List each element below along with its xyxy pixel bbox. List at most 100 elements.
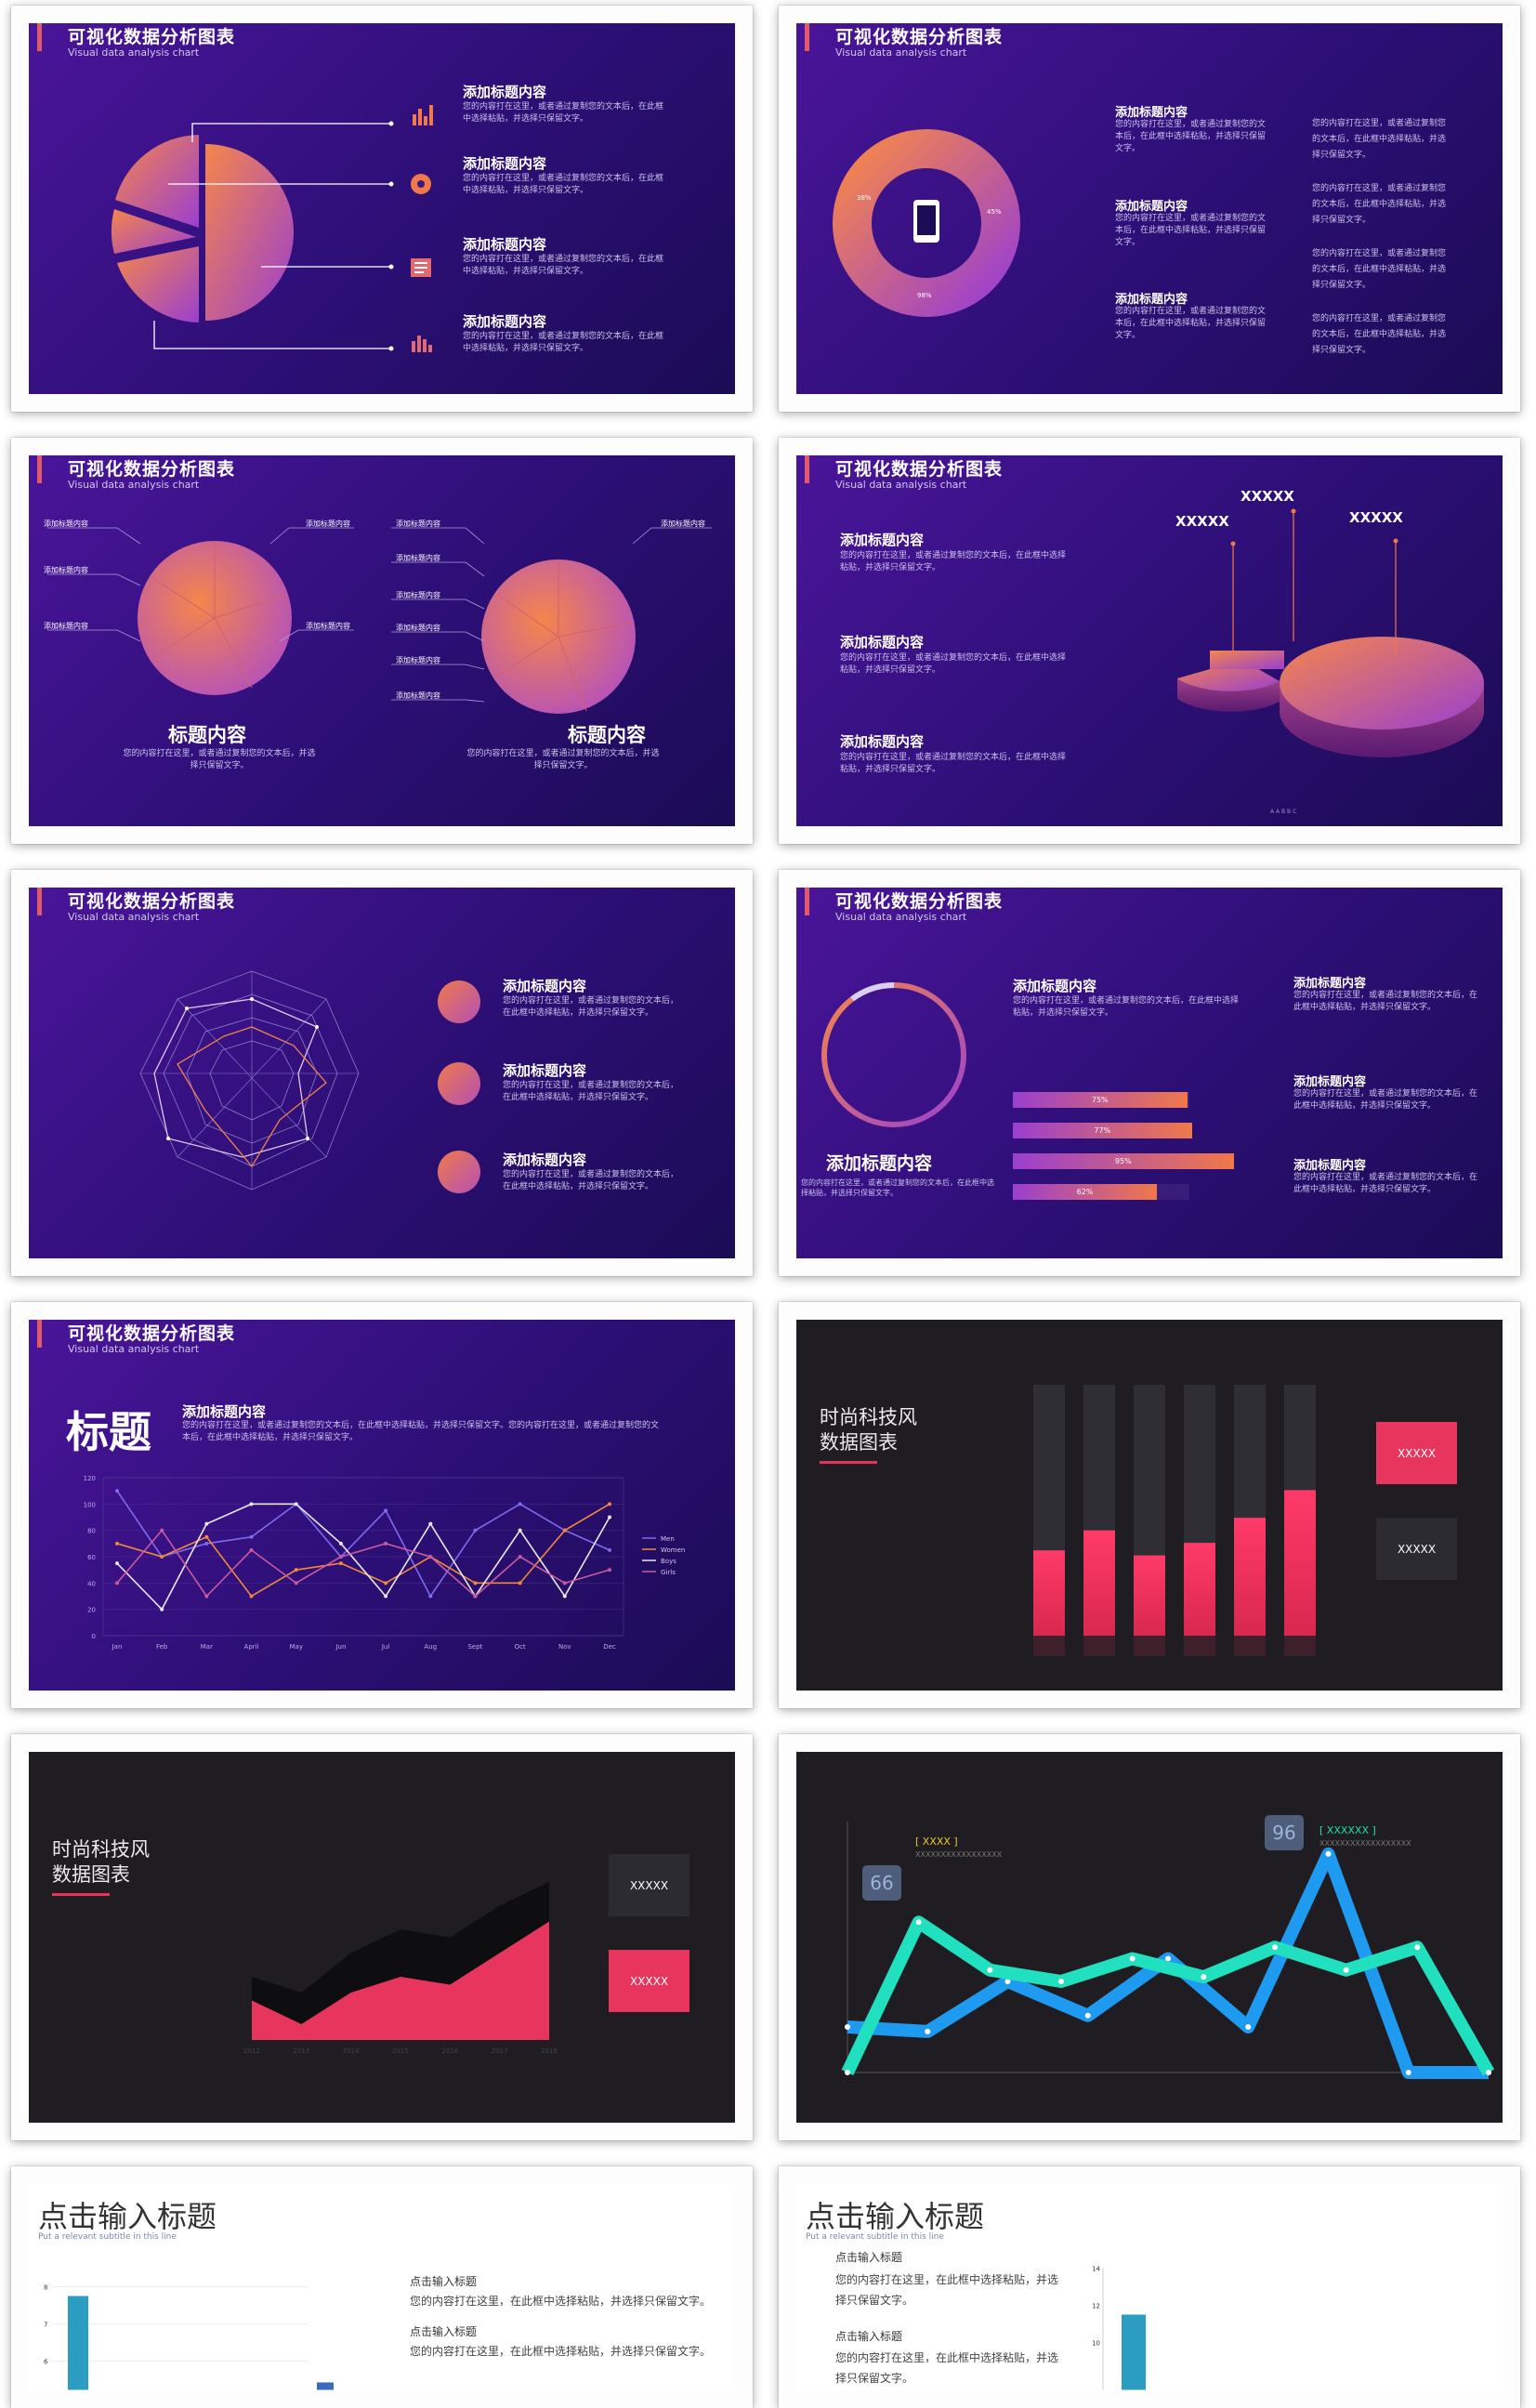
header-accent — [805, 23, 809, 51]
slide-thumb-9[interactable]: 时尚科技风 数据图表 2012 2013 2014 2015 2016 2017 2018 … — [11, 1734, 753, 2140]
xxxxx-dark-button[interactable]: XXXXX — [1376, 1518, 1457, 1580]
pie-label: 添加标题内容 — [44, 566, 88, 574]
slide-subtitle: Visual data analysis chart — [68, 46, 200, 59]
data-point — [1343, 1967, 1349, 1973]
value-bubble-66: 66 — [862, 1865, 901, 1901]
slide-thumb-5[interactable]: 可视化数据分析图表 Visual data analysis chart 添加标… — [11, 870, 753, 1276]
legend-label: Men — [661, 1535, 675, 1543]
slide-thumb-6[interactable]: 可视化数据分析图表 Visual data analysis chart 添加标… — [779, 870, 1520, 1276]
x-tick-label: Sept — [467, 1643, 482, 1651]
pie-label: 添加标题内容 — [396, 656, 440, 665]
slide-thumb-12[interactable]: 点击输入标题 Put a relevant subtitle in this l… — [779, 2166, 1520, 2408]
chart-growth-icon — [412, 336, 432, 352]
slide-10: [ XXXX ] XXXXXXXXXXXXXXXXX [ XXXXXX ] XX… — [796, 1752, 1503, 2123]
slide-thumb-7[interactable]: 可视化数据分析图表 Visual data analysis chart 标题 … — [11, 1302, 753, 1708]
slide-thumb-4[interactable]: 可视化数据分析图表 Visual data analysis chart 添加标… — [779, 438, 1520, 844]
data-point — [338, 1541, 343, 1546]
data-point — [473, 1594, 478, 1599]
slide-subtitle: Visual data analysis chart — [68, 911, 200, 923]
data-point — [160, 1607, 164, 1612]
slide-thumb-8[interactable]: 时尚科技风 数据图表 XXXXX XXXXX — [779, 1302, 1520, 1708]
item-body-1: 您的内容打在这里，或者通过复制您的文本后，在此框中选择粘贴，并选择只保留文字。 — [503, 996, 679, 1018]
data-point — [562, 1581, 567, 1586]
pie-label: 添加标题内容 — [306, 622, 350, 630]
bar-chart-partial: 8 7 6 — [44, 2284, 334, 2390]
data-point — [115, 1581, 119, 1586]
mid-body: 您的内容打在这里，或者通过复制您的文本后，在此框中选择粘贴，并选择只保留文字。 — [1013, 996, 1240, 1018]
bar-chart-partial: 14 12 10 — [1092, 2266, 1146, 2390]
left-body: 您的内容打在这里，或者通过复制您的文本后，在此框中选择粘贴，并选择只保留文字。 — [801, 1178, 994, 1197]
data-point — [384, 1594, 388, 1599]
data-point — [338, 1561, 343, 1566]
svg-text:38%: 38% — [857, 194, 872, 202]
data-point — [1405, 2070, 1411, 2075]
slide-thumb-1[interactable]: 可视化数据分析图表 Visual data analysis chart 添加标… — [11, 6, 753, 412]
right-item-body-2: 您的内容打在这里，或者通过复制您的文本后，在此框中选择粘贴，并选择只保留文字。 — [1293, 1089, 1478, 1111]
item-title-1: 添加标题内容 — [840, 532, 925, 548]
legend-footer: A A B B C — [1270, 809, 1297, 815]
slide-thumb-2[interactable]: 可视化数据分析图表 Visual data analysis chart 38%… — [779, 6, 1520, 412]
data-point — [473, 1528, 478, 1533]
pie-label: 添加标题内容 — [661, 520, 705, 528]
data-point — [518, 1581, 522, 1586]
series-line-women — [116, 1503, 610, 1598]
bar — [1234, 1518, 1266, 1636]
slide-3: 可视化数据分析图表 Visual data analysis chart 添加标… — [29, 455, 735, 826]
data-point — [204, 1594, 209, 1599]
pie-slice-1 — [205, 144, 294, 321]
item-body-2: 您的内容打在这里，或者通过复制您的文本后，在此框中选择粘贴，并选择只保留文字。 — [840, 653, 1067, 675]
pie-chart — [111, 105, 433, 352]
x-tick-label: 2017 — [492, 2047, 508, 2055]
y-tick-label: 60 — [87, 1554, 96, 1561]
right-body-text: 您的内容打在这里，或者通过复制您的文本后，在此框中选择粘贴，并选择只保留文字。 — [1312, 314, 1447, 355]
slide-title: 可视化数据分析图表 — [68, 459, 236, 480]
data-point — [160, 1528, 164, 1533]
pie-label: 添加标题内容 — [396, 554, 440, 562]
right-item-title-2: 添加标题内容 — [1293, 1075, 1367, 1089]
data-point — [562, 1594, 567, 1599]
svg-text:10: 10 — [1092, 2340, 1100, 2348]
slide-thumb-10[interactable]: [ XXXX ] XXXXXXXXXXXXXXXXX [ XXXXXX ] XX… — [779, 1734, 1520, 2140]
data-point — [294, 1581, 298, 1586]
data-point — [384, 1581, 388, 1586]
x-tick-label: Feb — [156, 1643, 168, 1651]
slide-title: 可视化数据分析图表 — [835, 27, 1004, 47]
tech-title: 时尚科技风 数据图表 — [52, 1837, 150, 1888]
item-title-3: 添加标题内容 — [840, 733, 925, 750]
pie-label: 添加标题内容 — [44, 520, 88, 528]
slide-9: 时尚科技风 数据图表 2012 2013 2014 2015 2016 2017 2018 … — [29, 1752, 735, 2123]
slide-2: 可视化数据分析图表 Visual data analysis chart 38%… — [796, 23, 1503, 394]
item-body-2: 您的内容打在这里，或者通过复制您的文本后，在此框中选择粘贴，并选择只保留文字。 — [1115, 214, 1267, 247]
data-point — [1165, 1955, 1171, 1962]
data-point — [845, 2070, 850, 2075]
data-point — [204, 1534, 209, 1539]
xxxxx-red-button[interactable]: XXXXX — [609, 1950, 689, 2012]
x-tick-label: Jun — [335, 1643, 346, 1651]
data-point — [845, 2024, 850, 2030]
tech-title-line2: 数据图表 — [52, 1863, 130, 1886]
data-point — [428, 1594, 433, 1599]
svg-text:12: 12 — [1092, 2303, 1100, 2310]
slide-thumb-11[interactable]: 点击输入标题 Put a relevant subtitle in this l… — [11, 2166, 753, 2408]
slide-thumb-3[interactable]: 可视化数据分析图表 Visual data analysis chart 添加标… — [11, 438, 753, 844]
xxxxx-red-button[interactable]: XXXXX — [1376, 1422, 1457, 1484]
data-point — [384, 1508, 388, 1513]
x-tick-label: 2014 — [343, 2047, 360, 2055]
data-point — [1245, 2024, 1252, 2030]
y-tick-label: 0 — [92, 1633, 96, 1640]
data-point — [249, 1534, 254, 1539]
right-pie-body: 您的内容打在这里，或者通过复制您的文本后，并选择只保留文字。 — [466, 749, 660, 770]
xxxxx-dark-button[interactable]: XXXXX — [609, 1854, 689, 1916]
tech-title: 时尚科技风 数据图表 — [820, 1405, 917, 1455]
progress-ring — [821, 982, 966, 1127]
tag-2: [ XXXXXX ] — [1319, 1824, 1376, 1836]
x-tick-label: 2015 — [392, 2047, 409, 2055]
item-head-2: 点击输入标题 — [410, 2325, 478, 2338]
slide-subtitle: Visual data analysis chart — [68, 1343, 200, 1355]
data-point — [294, 1568, 298, 1572]
header-accent — [37, 23, 42, 51]
legend-label: Girls — [661, 1569, 676, 1576]
bar-reflection — [1083, 1636, 1115, 1656]
x-tick-label: Jul — [381, 1643, 390, 1651]
data-point — [204, 1521, 209, 1526]
